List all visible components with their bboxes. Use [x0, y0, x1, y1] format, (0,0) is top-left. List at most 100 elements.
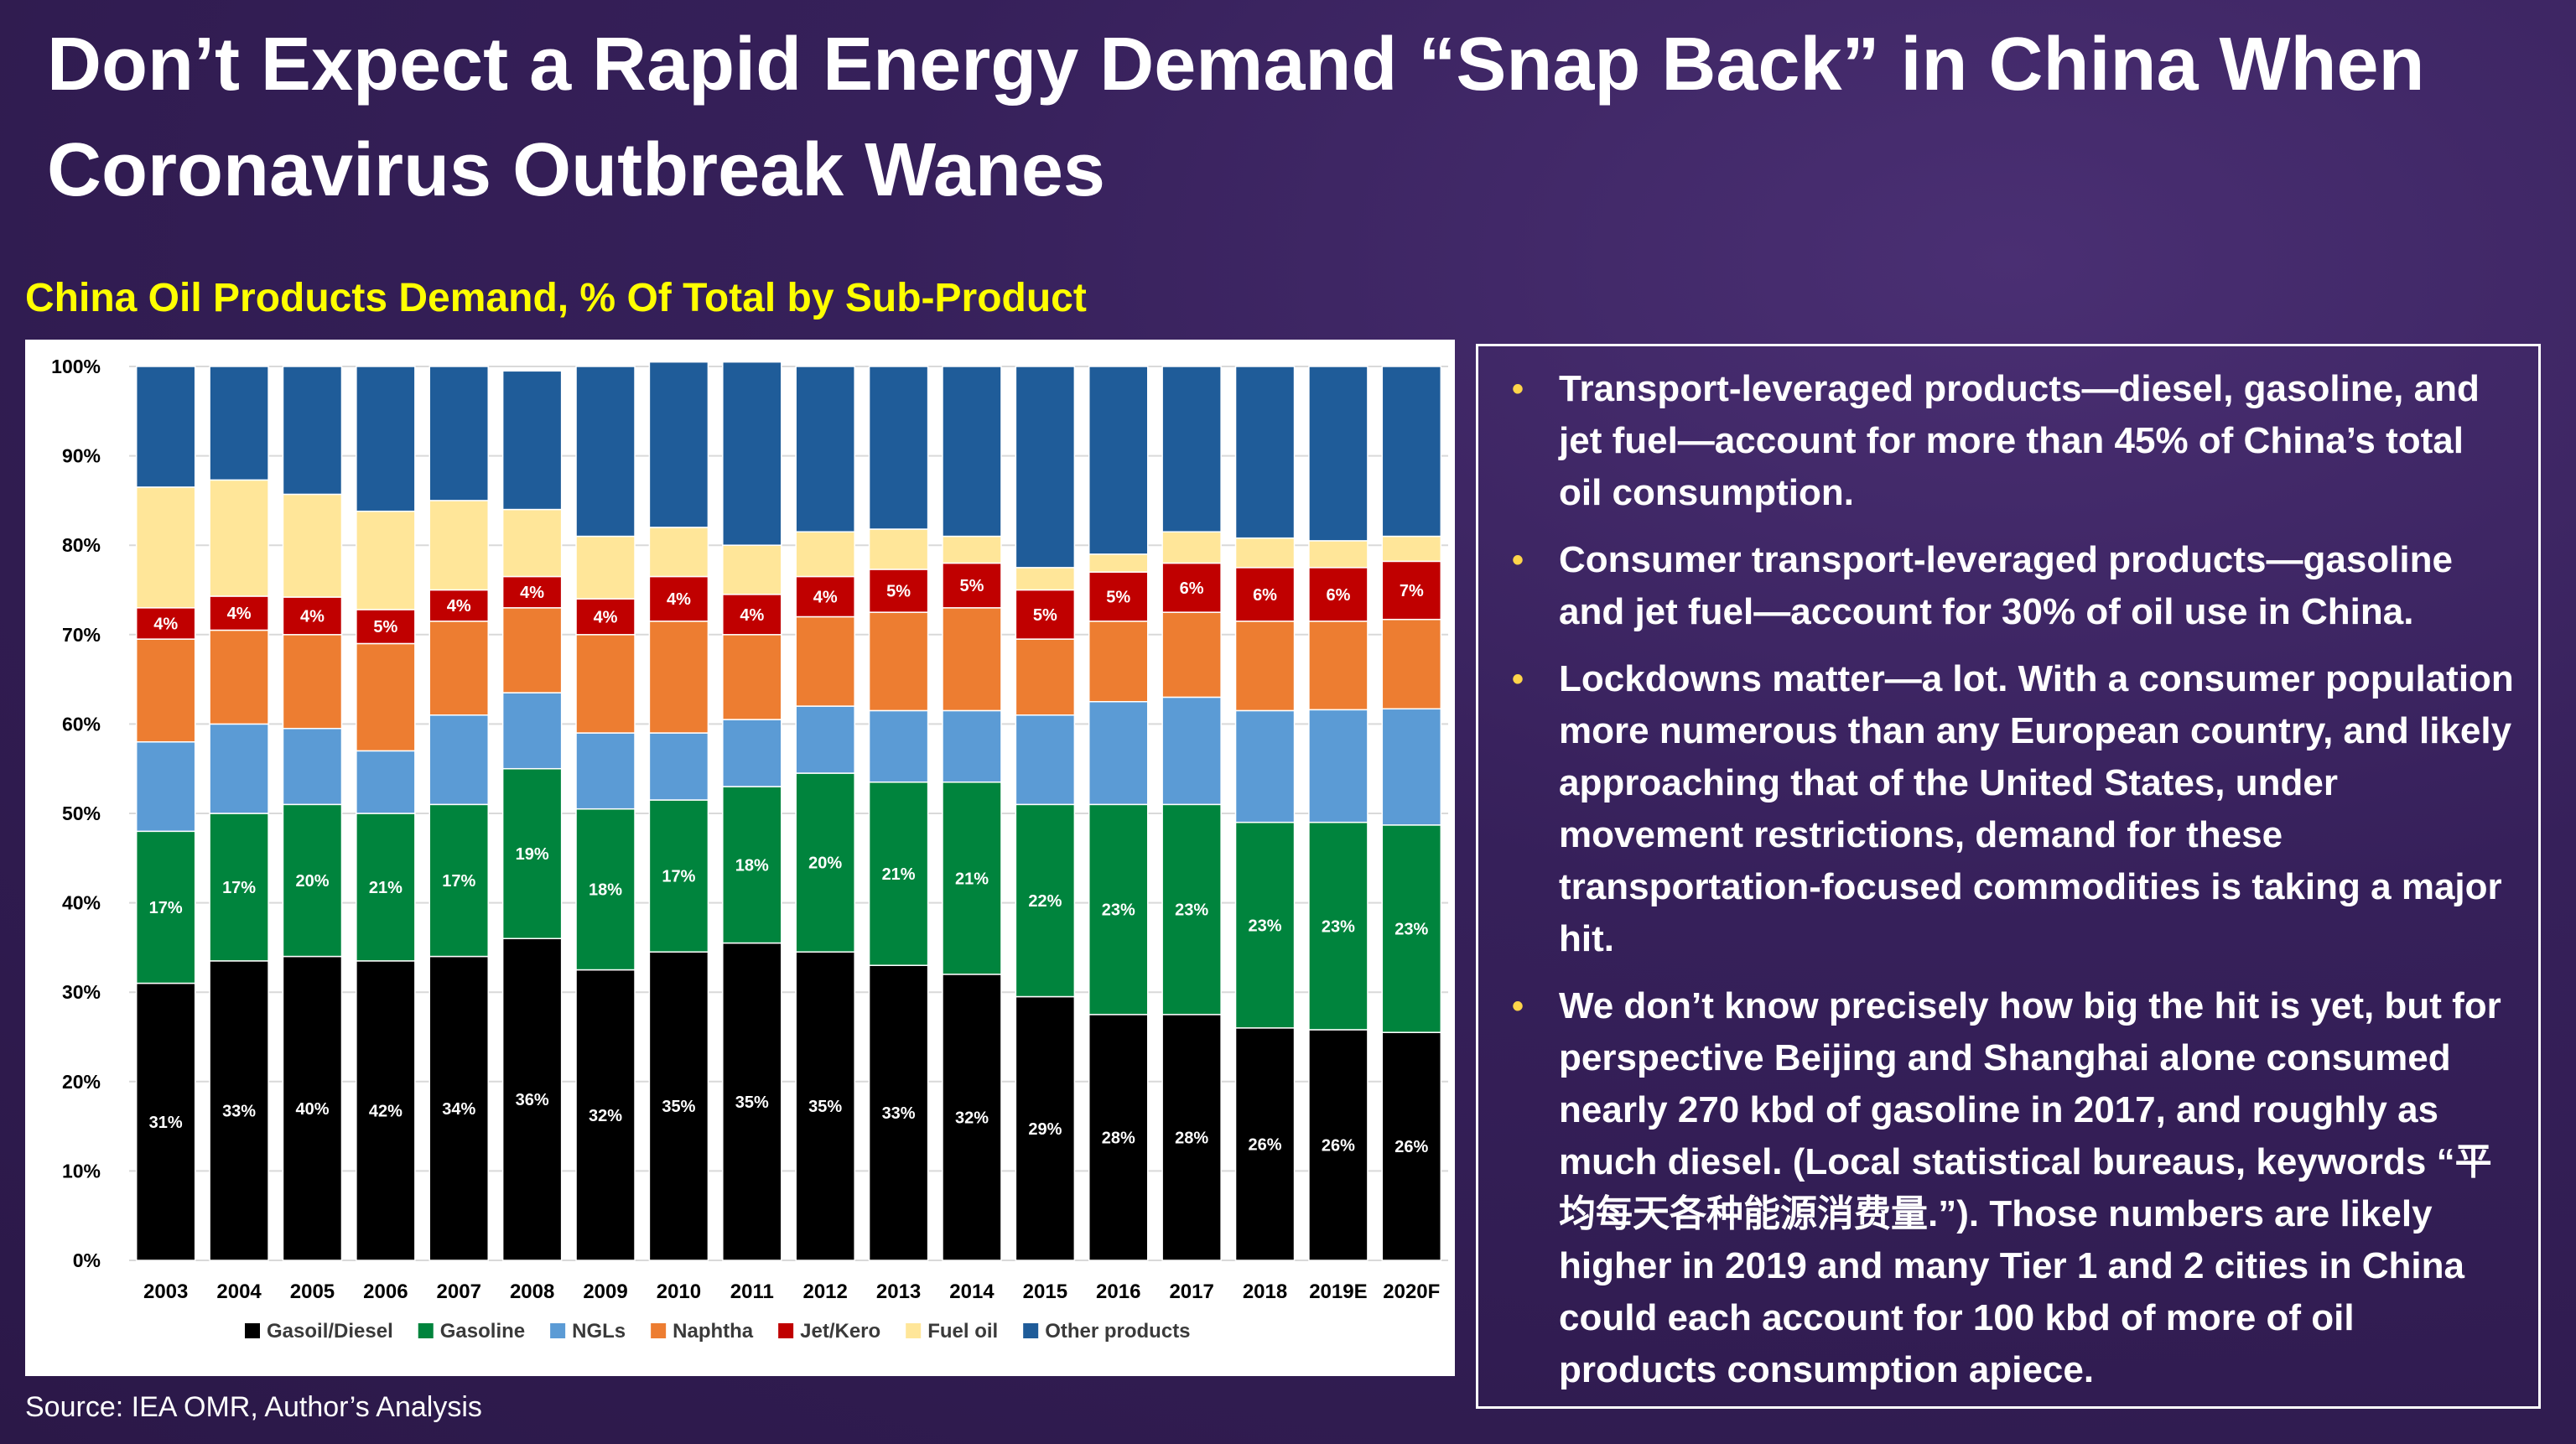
bar-segment [209, 366, 269, 481]
bullet-icon: • [1512, 542, 1524, 579]
bar-segment [282, 493, 343, 598]
data-label: 19% [516, 845, 549, 864]
bar-segment [209, 629, 269, 725]
bar-segment [356, 750, 416, 814]
data-label: 40% [295, 1100, 329, 1119]
bar-segment [942, 366, 1002, 538]
bar-segment [1088, 1014, 1149, 1261]
bar-segment [1015, 366, 1076, 569]
data-label: 17% [149, 899, 183, 917]
data-label: 35% [735, 1093, 769, 1112]
bar-segment [1161, 803, 1222, 1015]
legend-swatch [550, 1323, 566, 1338]
data-label: 21% [369, 879, 402, 897]
data-label: 26% [1394, 1138, 1428, 1156]
data-label: 18% [589, 881, 622, 900]
bar-segment [1088, 366, 1149, 555]
bar-segment [648, 951, 709, 1261]
bar-segment [1381, 708, 1442, 826]
bar-segment [942, 781, 1002, 975]
bar-segment [942, 974, 1002, 1261]
bar-segment [1161, 696, 1222, 806]
y-tick-label: 100% [51, 356, 101, 377]
data-label: 23% [1249, 917, 1282, 935]
bar-segment [428, 500, 489, 591]
data-label: 35% [662, 1098, 695, 1116]
bar-segment [722, 942, 782, 1261]
y-tick-label: 80% [62, 534, 101, 556]
x-tick-label: 2005 [290, 1280, 335, 1303]
legend-swatch [245, 1323, 260, 1338]
x-tick-label: 2018 [1243, 1280, 1287, 1303]
bar-segment [135, 486, 196, 609]
data-label: 5% [1033, 606, 1057, 625]
bar-segment [428, 621, 489, 716]
bar-segment [1381, 366, 1442, 538]
x-tick-label: 2016 [1096, 1280, 1140, 1303]
bar-segment [135, 638, 196, 743]
x-tick-label: 2004 [216, 1280, 262, 1303]
legend-swatch [651, 1323, 667, 1338]
data-label: 26% [1249, 1135, 1282, 1154]
bar-segment [868, 366, 929, 530]
bar-segment [1308, 621, 1368, 711]
bar-segment [1088, 621, 1149, 703]
data-label: 5% [373, 618, 397, 636]
bar-segment [1234, 621, 1296, 712]
x-tick-label: 2006 [363, 1280, 408, 1303]
bar-segment [575, 634, 636, 734]
bullet-box: • Transport-leveraged products—diesel, ga… [1476, 344, 2541, 1409]
bar-segment [1015, 714, 1076, 806]
y-tick-label: 40% [62, 892, 101, 914]
bullet-text: Lockdowns matter—a lot. With a consumer … [1559, 658, 2514, 959]
bar-segment [575, 808, 636, 971]
data-label: 23% [1322, 917, 1355, 936]
bar-segment [1088, 701, 1149, 806]
data-label: 42% [369, 1102, 402, 1120]
data-label: 18% [735, 856, 769, 875]
bar-segment [1308, 1029, 1368, 1261]
bullet-item: • Lockdowns matter—a lot. With a consumer… [1495, 653, 2515, 965]
bullet-text: We don’t know precisely how big the hit … [1559, 985, 2501, 1390]
bar-segment [942, 535, 1002, 564]
x-tick-label: 2008 [510, 1280, 554, 1303]
bar-segment [1161, 562, 1222, 613]
legend-label: Fuel oil [927, 1320, 998, 1343]
data-label: 36% [516, 1091, 549, 1109]
bar-segment [1161, 1014, 1222, 1261]
bar-segment [209, 813, 269, 962]
bar-segment [795, 951, 855, 1261]
bar-segment [356, 960, 416, 1261]
x-tick-label: 2020F [1383, 1280, 1440, 1303]
data-label: 4% [667, 590, 691, 609]
bar-segment [722, 719, 782, 787]
bar-segment [135, 830, 196, 984]
bar-segment [135, 607, 196, 640]
bar-segment [722, 544, 782, 595]
x-tick-label: 2012 [802, 1280, 847, 1303]
bullet-text: Consumer transport-leveraged products—ga… [1559, 539, 2453, 632]
data-label: 32% [589, 1107, 622, 1125]
x-tick-label: 2009 [583, 1280, 627, 1303]
bullet-icon: • [1512, 371, 1524, 408]
data-label: 20% [295, 872, 329, 891]
bar-segment [209, 723, 269, 814]
page-title: Don’t Expect a Rapid Energy Demand “Snap… [47, 23, 2425, 212]
bar-segment [501, 370, 563, 511]
data-label: 6% [1180, 579, 1204, 598]
bar-segment [1015, 803, 1076, 998]
data-label: 28% [1175, 1129, 1208, 1147]
bar-segment [501, 692, 563, 770]
stacked-bar-chart: 0% 10% 20% 30% 40% 50% 60% 70% 80% 90% 100% 31% 17% 4… [51, 356, 1448, 1343]
data-label: 4% [813, 588, 838, 606]
data-label: 17% [662, 868, 695, 886]
x-tick-label: 2007 [437, 1280, 481, 1303]
data-label: 23% [1394, 921, 1428, 939]
bar-segment [1381, 560, 1442, 621]
bullet-list: • Transport-leveraged products—diesel, ga… [1478, 346, 2538, 1396]
bar-segment [501, 607, 563, 693]
bar-segment [428, 714, 489, 806]
bar-segment [795, 366, 855, 532]
x-tick-label: 2013 [876, 1280, 921, 1303]
data-label: 35% [808, 1098, 842, 1116]
